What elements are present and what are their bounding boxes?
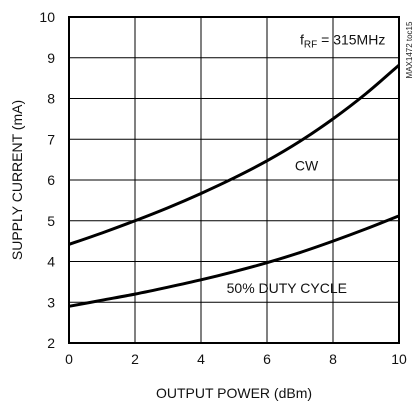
y-tick-label: 8 xyxy=(47,91,55,107)
y-tick-label: 5 xyxy=(47,213,55,229)
y-tick-label: 10 xyxy=(39,9,55,25)
series-line-duty-cycle xyxy=(68,214,400,308)
condition-value: = 315MHz xyxy=(317,31,385,47)
series-layer xyxy=(68,63,400,308)
x-tick-labels: 0 2 4 6 8 10 xyxy=(65,351,407,367)
y-tick-label: 3 xyxy=(47,294,55,310)
y-tick-label: 2 xyxy=(47,335,55,351)
y-tick-label: 7 xyxy=(47,131,55,147)
series-line-cw xyxy=(68,63,400,246)
series-label-cw: CW xyxy=(295,158,319,174)
condition-annotation: fRF = 315MHz xyxy=(300,31,385,50)
y-tick-label: 6 xyxy=(47,172,55,188)
condition-subscript: RF xyxy=(304,39,317,50)
figure-id-watermark: MAX1472 toc15 xyxy=(405,21,414,78)
condition-symbol: f xyxy=(300,31,304,47)
series-label-duty-cycle: 50% DUTY CYCLE xyxy=(227,280,347,296)
x-tick-label: 4 xyxy=(197,351,205,367)
y-axis-label: SUPPLY CURRENT (mA) xyxy=(9,100,25,260)
x-tick-label: 0 xyxy=(65,351,73,367)
x-axis-label: OUTPUT POWER (dBm) xyxy=(156,385,312,401)
x-tick-label: 10 xyxy=(391,351,407,367)
x-tick-label: 6 xyxy=(263,351,271,367)
x-tick-label: 8 xyxy=(329,351,337,367)
plot-frame xyxy=(68,16,400,344)
x-tick-label: 2 xyxy=(131,351,139,367)
y-tick-labels: 2 3 4 5 6 7 8 9 10 xyxy=(39,9,55,351)
y-tick-label: 4 xyxy=(47,254,55,270)
y-tick-label: 9 xyxy=(47,50,55,66)
